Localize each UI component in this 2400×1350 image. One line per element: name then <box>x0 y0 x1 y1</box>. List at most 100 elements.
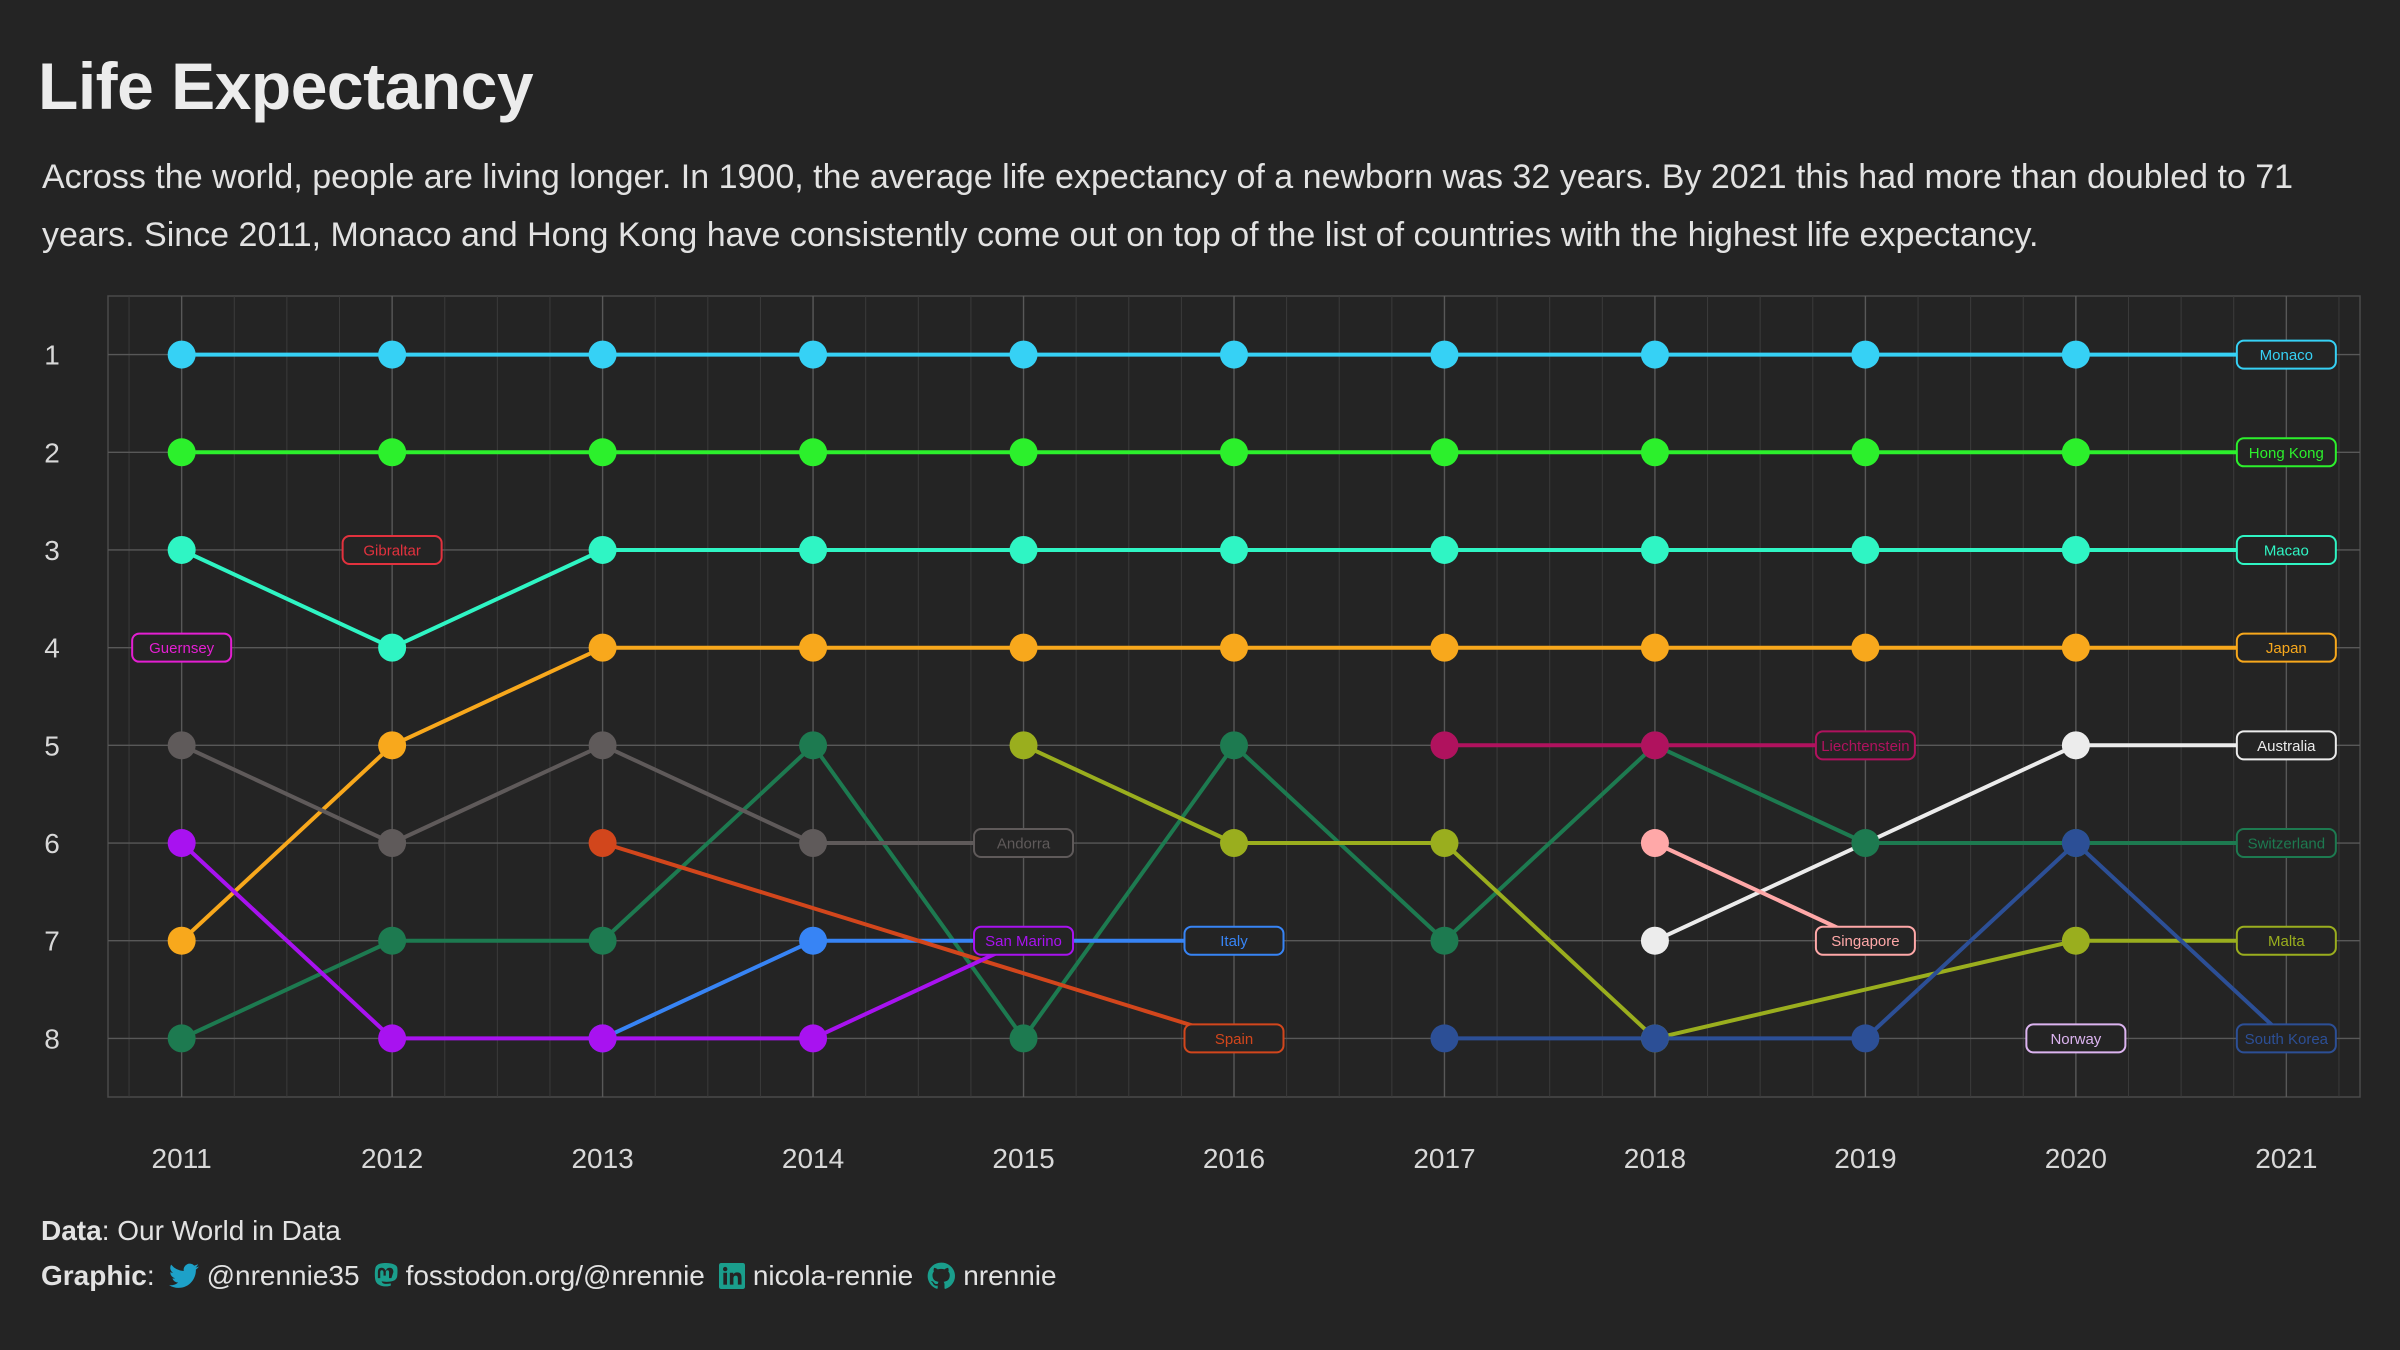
point-macao <box>1640 535 1669 564</box>
label-box-malta <box>2235 925 2337 956</box>
footer: Data : Our World in Data Graphic : @nren… <box>41 1208 1057 1298</box>
x-tick-label: 2015 <box>992 1143 1054 1174</box>
point-switzerland <box>588 926 617 955</box>
point-japan <box>1430 633 1459 662</box>
y-tick-label: 2 <box>44 437 60 468</box>
label-italy: Italy <box>1183 925 1285 956</box>
point-japan <box>1009 633 1038 662</box>
y-tick-label: 7 <box>44 926 60 957</box>
point-andorra <box>167 731 196 760</box>
label-text-guernsey: Guernsey <box>149 640 215 657</box>
label-spain: Spain <box>1183 1023 1285 1054</box>
point-monaco <box>2061 340 2090 369</box>
twitter-icon <box>168 1263 199 1289</box>
label-japan: Japan <box>2235 632 2337 663</box>
label-box-gibraltar <box>341 534 443 565</box>
x-axis-ticks: 2011 2012 2013 2014 2015 2016 2017 2018 2019 2020… <box>152 1143 2318 1174</box>
point-liechtenstein <box>1430 731 1459 760</box>
point-macao <box>167 535 196 564</box>
point-macao <box>378 633 407 662</box>
label-text-norway: Norway <box>2050 1031 2101 1048</box>
point-san-marino <box>378 1024 407 1053</box>
x-tick-label: 2019 <box>1834 1143 1896 1174</box>
point-japan <box>167 926 196 955</box>
mastodon-link[interactable]: fosstodon.org/@nrennie <box>405 1259 705 1291</box>
point-monaco <box>1640 340 1669 369</box>
point-japan <box>378 731 407 760</box>
label-australia: Australia <box>2235 730 2337 761</box>
label-text-italy: Italy <box>1220 933 1248 950</box>
label-text-andorra: Andorra <box>997 836 1051 853</box>
label-box-norway <box>2025 1023 2127 1054</box>
label-guernsey: Guernsey <box>131 632 233 663</box>
point-san-marino <box>588 1024 617 1053</box>
point-liechtenstein <box>1640 731 1669 760</box>
point-hong-kong <box>1851 438 1880 467</box>
footer-graphic-sep: : <box>146 1259 155 1291</box>
label-text-australia: Australia <box>2257 738 2316 755</box>
point-hong-kong <box>1430 438 1459 467</box>
point-andorra <box>378 829 407 858</box>
point-hong-kong <box>588 438 617 467</box>
twitter-link[interactable]: @nrennie35 <box>206 1259 360 1291</box>
x-tick-label: 2017 <box>1413 1143 1475 1174</box>
label-text-hong-kong: Hong Kong <box>2249 445 2324 462</box>
y-tick-label: 1 <box>44 340 60 371</box>
x-tick-label: 2018 <box>1624 1143 1686 1174</box>
point-macao <box>588 535 617 564</box>
x-tick-label: 2013 <box>571 1143 633 1174</box>
point-san-marino <box>167 829 196 858</box>
point-switzerland <box>378 926 407 955</box>
label-text-spain: Spain <box>1215 1031 1253 1048</box>
label-box-hong-kong <box>2235 437 2337 468</box>
point-switzerland <box>1851 829 1880 858</box>
point-switzerland <box>799 731 828 760</box>
point-south-korea <box>1851 1024 1880 1053</box>
point-san-marino <box>799 1024 828 1053</box>
point-italy <box>799 926 828 955</box>
label-text-san-marino: San Marino <box>985 933 1062 950</box>
point-australia <box>2061 731 2090 760</box>
point-malta <box>2061 926 2090 955</box>
y-tick-label: 3 <box>44 535 60 566</box>
label-switzerland: Switzerland <box>2235 828 2337 859</box>
point-macao <box>1851 535 1880 564</box>
point-monaco <box>378 340 407 369</box>
chart-subtitle: Across the world, people are living long… <box>42 158 2294 254</box>
point-hong-kong <box>799 438 828 467</box>
footer-graphic-row: Graphic : @nrennie35 fosstodon.org/@nren… <box>41 1253 1057 1298</box>
github-link[interactable]: nrennie <box>963 1259 1057 1291</box>
x-tick-label: 2021 <box>2255 1143 2317 1174</box>
series-line-singapore <box>1654 841 1867 943</box>
point-hong-kong <box>1220 438 1248 467</box>
point-hong-kong <box>1009 438 1038 467</box>
grid <box>107 295 2361 1098</box>
point-switzerland <box>167 1024 196 1053</box>
label-san-marino: San Marino <box>973 925 1075 956</box>
point-switzerland <box>1009 1024 1038 1053</box>
y-tick-label: 4 <box>44 633 60 664</box>
x-tick-label: 2020 <box>2045 1143 2107 1174</box>
point-malta <box>1220 829 1248 858</box>
linkedin-icon <box>718 1262 745 1289</box>
point-monaco <box>167 340 196 369</box>
point-japan <box>588 633 617 662</box>
label-box-italy <box>1183 925 1285 956</box>
point-macao <box>2061 535 2090 564</box>
point-malta <box>1430 829 1459 858</box>
label-south-korea: South Korea <box>2235 1023 2337 1054</box>
point-hong-kong <box>1640 438 1669 467</box>
label-text-liechtenstein: Liechtenstein <box>1821 738 1909 755</box>
series-line-malta <box>1022 743 2287 1041</box>
footer-data-label: Data <box>41 1214 102 1246</box>
series-labels: Monaco Hong Kong Macao Japan Australia Switze… <box>131 339 2337 1054</box>
point-andorra <box>588 731 617 760</box>
label-liechtenstein: Liechtenstein <box>1814 730 1916 761</box>
label-box-australia <box>2235 730 2337 761</box>
label-text-monaco: Monaco <box>2260 347 2313 364</box>
label-box-singapore <box>1814 925 1916 956</box>
linkedin-link[interactable]: nicola-rennie <box>752 1259 914 1291</box>
series-points <box>167 340 2090 1053</box>
x-tick-label: 2016 <box>1203 1143 1265 1174</box>
label-text-south-korea: South Korea <box>2245 1031 2329 1048</box>
